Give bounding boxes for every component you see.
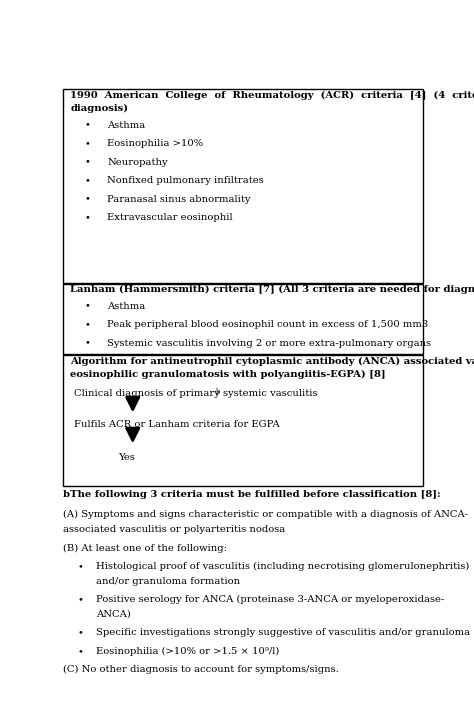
- Text: Specific investigations strongly suggestive of vasculitis and/or granuloma: Specific investigations strongly suggest…: [96, 628, 470, 638]
- Text: •: •: [78, 595, 83, 604]
- Text: diagnosis): diagnosis): [70, 104, 128, 113]
- Text: Paranasal sinus abnormality: Paranasal sinus abnormality: [107, 195, 250, 203]
- Text: •: •: [85, 213, 91, 222]
- Text: •: •: [85, 176, 91, 185]
- Text: Extravascular eosinophil: Extravascular eosinophil: [107, 213, 233, 222]
- Text: and/or granuloma formation: and/or granuloma formation: [96, 577, 240, 586]
- FancyBboxPatch shape: [63, 88, 423, 283]
- Text: Histological proof of vasculitis (including necrotising glomerulonephritis): Histological proof of vasculitis (includ…: [96, 562, 469, 571]
- Text: •: •: [85, 157, 91, 167]
- Text: Yes: Yes: [118, 453, 135, 462]
- Text: •: •: [85, 195, 91, 203]
- Text: •: •: [85, 121, 91, 130]
- Text: Eosinophilia >10%: Eosinophilia >10%: [107, 139, 203, 148]
- Text: 1990  American  College  of  Rheumatology  (ACR)  criteria  [4]  (4  criteria  a: 1990 American College of Rheumatology (A…: [70, 91, 474, 100]
- Text: ANCA): ANCA): [96, 610, 131, 619]
- Text: Fulfils ACR or Lanham criteria for EGPA: Fulfils ACR or Lanham criteria for EGPA: [74, 420, 280, 429]
- Text: •: •: [85, 339, 91, 347]
- FancyBboxPatch shape: [63, 355, 423, 486]
- Text: b: b: [215, 388, 219, 395]
- Text: eosinophilic granulomatosis with polyangiitis-EGPA) [8]: eosinophilic granulomatosis with polyang…: [70, 369, 386, 378]
- Text: •: •: [78, 628, 83, 638]
- Text: Positive serology for ANCA (proteinase 3-ANCA or myeloperoxidase-: Positive serology for ANCA (proteinase 3…: [96, 595, 444, 604]
- Text: (A) Symptoms and signs characteristic or compatible with a diagnosis of ANCA-: (A) Symptoms and signs characteristic or…: [63, 510, 468, 520]
- Text: •: •: [78, 647, 83, 656]
- Text: Nonfixed pulmonary infiltrates: Nonfixed pulmonary infiltrates: [107, 176, 264, 185]
- Text: Systemic vasculitis involving 2 or more extra-pulmonary organs: Systemic vasculitis involving 2 or more …: [107, 339, 431, 347]
- Text: •: •: [85, 139, 91, 148]
- Text: Peak peripheral blood eosinophil count in excess of 1,500 mm3: Peak peripheral blood eosinophil count i…: [107, 320, 428, 329]
- Text: Asthma: Asthma: [107, 301, 145, 311]
- FancyBboxPatch shape: [63, 285, 423, 354]
- Text: Algorithm for antineutrophil cytoplasmic antibody (ANCA) associated vasculitides: Algorithm for antineutrophil cytoplasmic…: [70, 357, 474, 366]
- Text: •: •: [85, 301, 91, 311]
- Text: Eosinophilia (>10% or >1.5 × 10⁹/l): Eosinophilia (>10% or >1.5 × 10⁹/l): [96, 647, 279, 656]
- Text: Clinical diagnosis of primary systemic vasculitis: Clinical diagnosis of primary systemic v…: [74, 389, 318, 398]
- Text: Neuropathy: Neuropathy: [107, 157, 168, 167]
- Text: Lanham (Hammersmith) criteria [7] (All 3 criteria are needed for diagnosis): Lanham (Hammersmith) criteria [7] (All 3…: [70, 285, 474, 294]
- Text: Asthma: Asthma: [107, 121, 145, 130]
- Text: bThe following 3 criteria must be fulfilled before classification [8]:: bThe following 3 criteria must be fulfil…: [63, 490, 440, 498]
- Text: (C) No other diagnosis to account for symptoms/signs.: (C) No other diagnosis to account for sy…: [63, 665, 339, 674]
- Text: associated vasculitis or polyarteritis nodosa: associated vasculitis or polyarteritis n…: [63, 525, 285, 534]
- Text: •: •: [85, 320, 91, 329]
- Text: (B) At least one of the following:: (B) At least one of the following:: [63, 544, 227, 553]
- Text: •: •: [78, 562, 83, 571]
